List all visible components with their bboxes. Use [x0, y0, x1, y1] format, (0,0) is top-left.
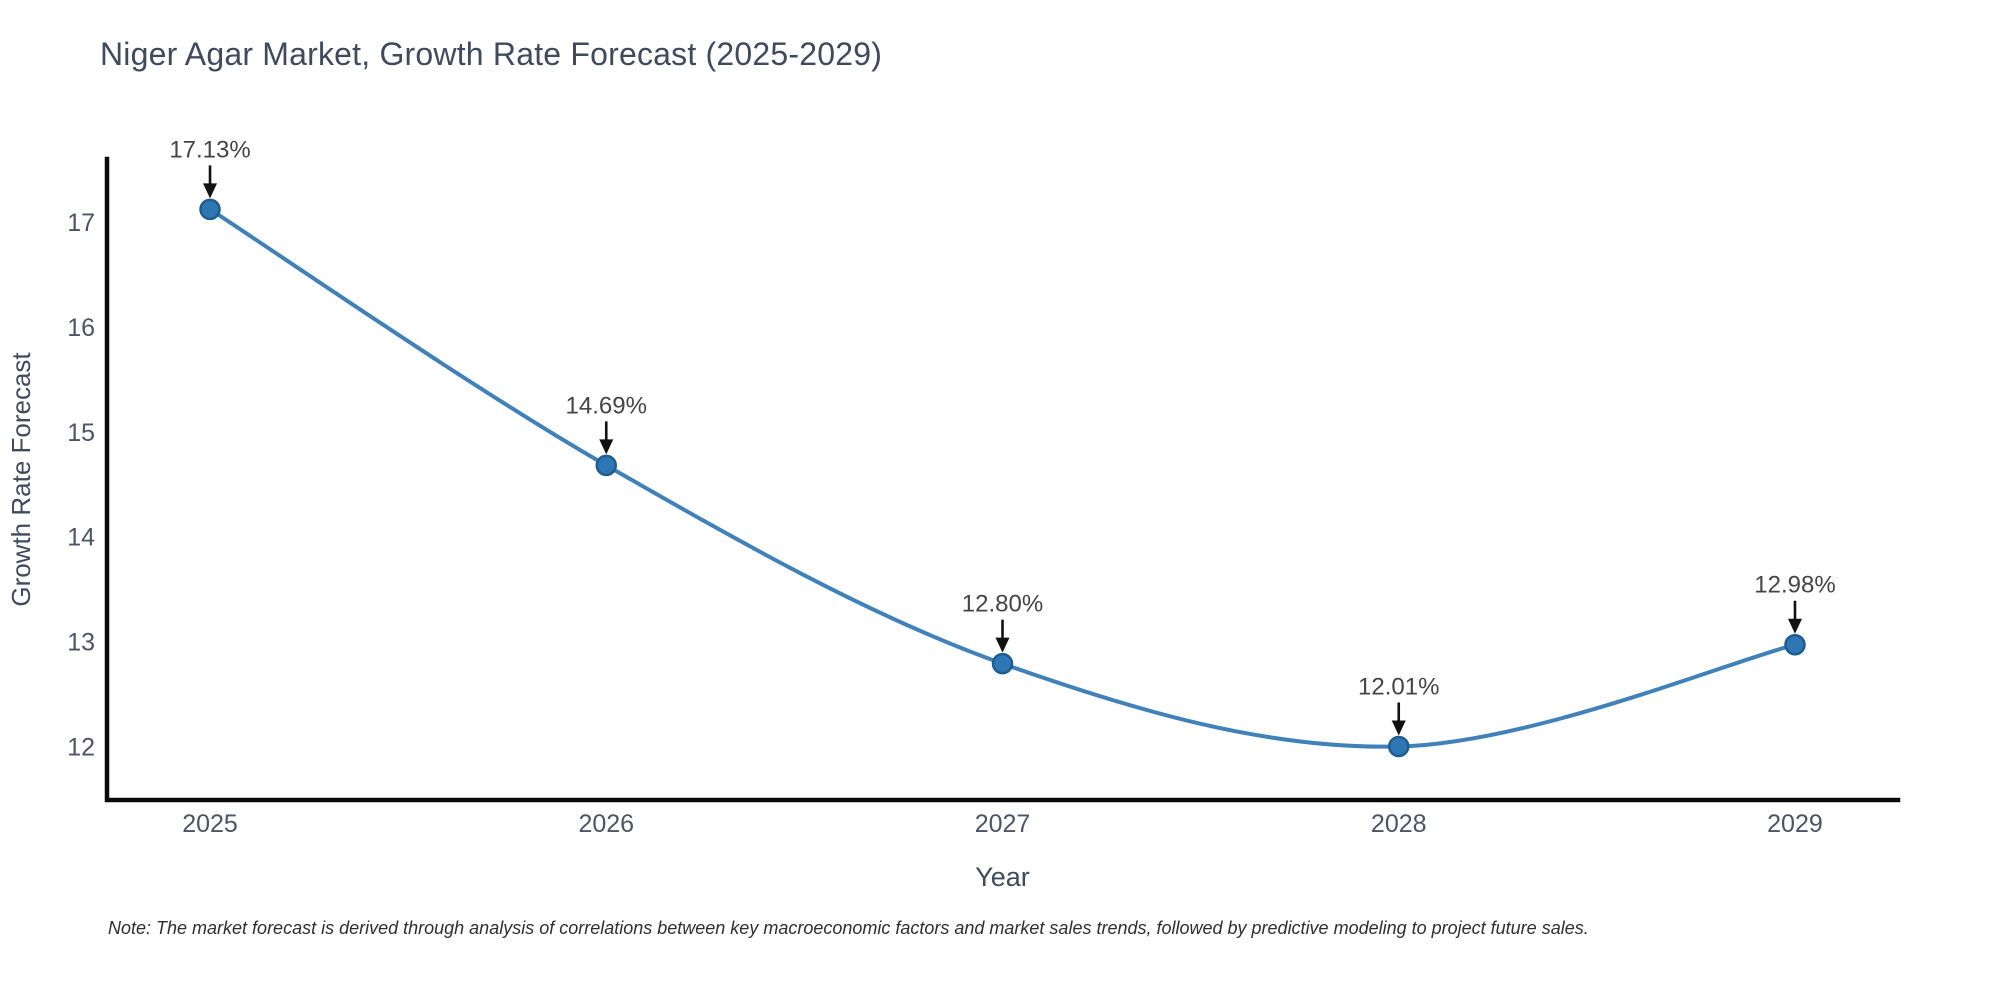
annotation-arrow-head — [1391, 720, 1406, 736]
point-value-label: 14.69% — [566, 392, 647, 419]
data-point-marker[interactable] — [1387, 735, 1410, 758]
point-value-label: 17.13% — [169, 136, 250, 163]
data-point-marker[interactable] — [1784, 633, 1806, 656]
annotation-arrow-head — [203, 183, 218, 199]
point-value-label: 12.80% — [962, 591, 1043, 618]
y-tick-label: 12 — [67, 734, 95, 762]
chart-title: Niger Agar Market, Growth Rate Forecast … — [100, 36, 883, 72]
annotation-arrow-head — [599, 439, 614, 455]
axis-spines — [104, 156, 1901, 803]
y-axis-title: Growth Rate Forecast — [6, 352, 36, 607]
point-value-label: 12.98% — [1754, 572, 1835, 599]
data-point-marker[interactable] — [199, 198, 221, 221]
y-tick-label: 16 — [67, 314, 95, 342]
y-tick-label: 15 — [67, 419, 95, 447]
y-tick-label: 13 — [67, 629, 95, 657]
annotation-arrow-head — [995, 637, 1010, 653]
x-axis-title: Year — [975, 862, 1030, 892]
footnote: Note: The market forecast is derived thr… — [108, 918, 1589, 938]
x-tick-label: 2026 — [578, 810, 634, 838]
x-tick-label: 2028 — [1371, 810, 1427, 838]
point-value-label: 12.01% — [1358, 673, 1439, 700]
x-tick-label: 2025 — [182, 810, 238, 838]
y-tick-label: 14 — [67, 524, 95, 552]
x-tick-label: 2027 — [975, 810, 1031, 838]
x-tick-label: 2029 — [1767, 810, 1823, 838]
y-tick-label: 17 — [67, 209, 95, 237]
annotation-arrow-head — [1787, 618, 1802, 634]
data-point-marker[interactable] — [595, 454, 618, 477]
data-point-marker[interactable] — [991, 652, 1014, 675]
